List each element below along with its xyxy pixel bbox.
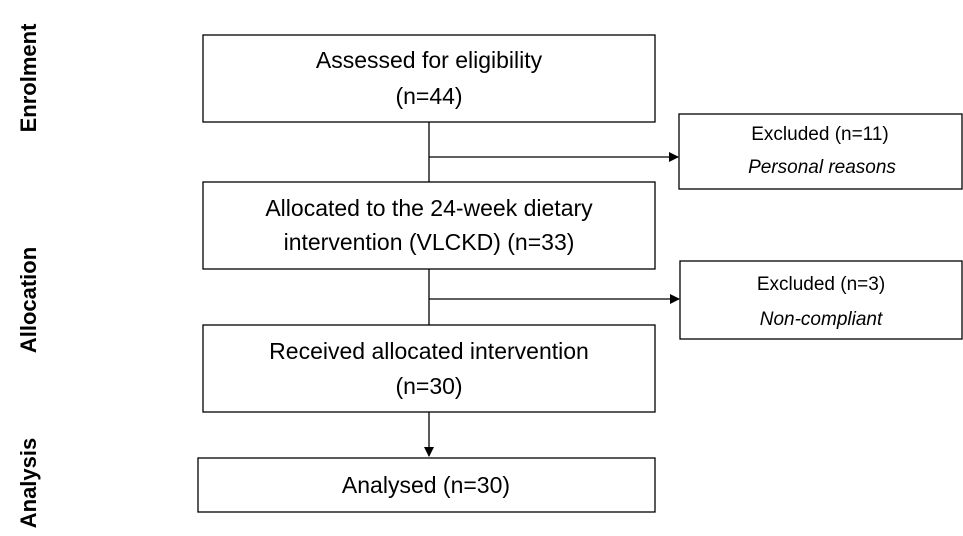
exclusion-reason: Non-compliant (760, 309, 883, 330)
exclusion-text: Excluded (n=11) (751, 124, 888, 145)
exclusion-reason: Personal reasons (748, 157, 896, 178)
exclusion-box (678, 113, 963, 190)
exclusion-text: Excluded (n=3) (757, 274, 885, 295)
box-text: (n=30) (395, 373, 462, 399)
box-text: (n=44) (395, 83, 462, 109)
box-text: Received allocated intervention (269, 338, 589, 364)
box (202, 181, 656, 270)
box-text: intervention (VLCKD) (n=33) (284, 229, 575, 255)
box-text: Analysed (n=30) (342, 472, 510, 498)
stage-label: Allocation (16, 247, 41, 353)
box (202, 324, 656, 413)
stage-label: Analysis (16, 438, 41, 529)
box (202, 34, 656, 123)
box-text: Assessed for eligibility (316, 47, 543, 73)
box (197, 457, 656, 513)
box-text: Allocated to the 24-week dietary (265, 195, 593, 221)
exclusion-box (679, 260, 963, 340)
stage-label: Enrolment (16, 23, 41, 132)
